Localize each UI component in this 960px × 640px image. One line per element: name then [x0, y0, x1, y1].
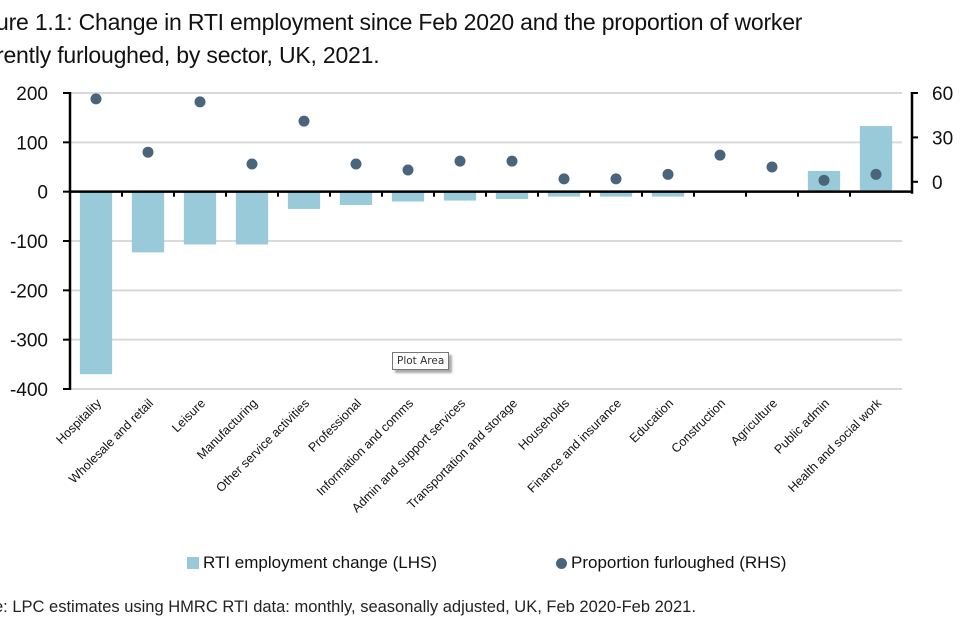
- category-label: Agriculture: [728, 396, 780, 448]
- plot-area-tooltip: Plot Area: [392, 352, 450, 370]
- furlough-dot: [662, 168, 674, 180]
- chart-title-line-2: rently furloughed, by sector, UK, 2021.: [0, 42, 380, 68]
- chart-title-line-1: ure 1.1: Change in RTI employment since …: [0, 9, 803, 35]
- category-label: Education: [627, 396, 676, 445]
- gridlines: [70, 92, 902, 390]
- bar: [547, 191, 581, 197]
- category-label: Hospitality: [53, 396, 104, 447]
- category-label: Households: [516, 396, 573, 453]
- bar: [599, 191, 633, 197]
- bar: [443, 191, 477, 201]
- category-label: Finance and insurance: [525, 396, 624, 495]
- dot-series: [90, 93, 882, 186]
- furlough-dot: [246, 158, 258, 170]
- legend-item-bars[interactable]: RTI employment change (LHS): [187, 553, 437, 573]
- bar-series: [79, 126, 893, 375]
- right-axis-tick-label: 60: [932, 84, 953, 105]
- furlough-dot: [298, 115, 310, 127]
- furlough-dot: [90, 93, 102, 105]
- category-label: Other service activities: [213, 396, 312, 495]
- bar: [495, 191, 529, 200]
- left-axis-tick-label: -100: [10, 232, 48, 253]
- left-axis-tick-label: 0: [37, 183, 48, 204]
- category-label: Leisure: [169, 396, 208, 435]
- left-axis-tick-label: -200: [10, 281, 48, 302]
- furlough-dot: [558, 173, 570, 185]
- category-label: Health and social work: [785, 396, 884, 495]
- bar: [339, 191, 373, 205]
- bar: [859, 126, 893, 192]
- legend-dot-swatch: [556, 557, 567, 569]
- furlough-dot: [714, 149, 726, 161]
- furlough-dot: [454, 155, 466, 167]
- furlough-dot: [142, 146, 154, 158]
- left-axis-tick-label: -400: [10, 380, 48, 401]
- furlough-dot: [350, 158, 362, 170]
- left-axis-tick-label: 100: [16, 133, 48, 154]
- furlough-dot: [610, 173, 622, 185]
- category-label: Transportation and storage: [404, 396, 520, 512]
- furlough-dot: [402, 164, 414, 176]
- bar: [183, 191, 217, 245]
- legend-bar-label: RTI employment change (LHS): [203, 553, 438, 572]
- category-label: Construction: [669, 396, 729, 456]
- left-axis-tick-label: -300: [10, 331, 48, 352]
- bar: [287, 191, 321, 209]
- left-axis-tick-label: 200: [16, 84, 48, 105]
- bar: [79, 191, 113, 375]
- chart-title: ure 1.1: Change in RTI employment since …: [0, 6, 802, 72]
- furlough-dot: [870, 168, 882, 180]
- chart-svg: 200 100 0 -100 -200 -300 -400 60 30 0 Hospitality…: [10, 84, 953, 515]
- bar: [391, 191, 425, 202]
- right-axis-tick-label: 0: [932, 173, 943, 194]
- bar: [651, 191, 685, 197]
- legend-dot-label: Proportion furloughed (RHS): [571, 553, 787, 572]
- bar: [131, 191, 165, 253]
- right-axis-tick-label: 30: [932, 128, 953, 149]
- furlough-dot: [818, 174, 830, 186]
- bar: [235, 191, 269, 245]
- furlough-dot: [194, 96, 206, 108]
- category-label: Information and comms: [314, 396, 416, 498]
- source-note: e: LPC estimates using HMRC RTI data: mo…: [0, 598, 696, 616]
- legend-bar-swatch: [187, 557, 199, 569]
- legend-item-dots[interactable]: Proportion furloughed (RHS): [556, 553, 786, 573]
- axes: 200 100 0 -100 -200 -300 -400 60 30 0: [10, 84, 953, 401]
- furlough-dot: [506, 155, 518, 167]
- furlough-dot: [766, 161, 778, 173]
